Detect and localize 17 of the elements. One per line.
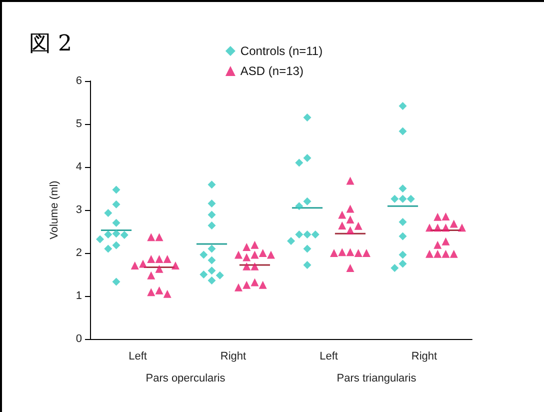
y-tick-label: 0	[76, 333, 82, 345]
y-axis-title: Volume (ml)	[48, 180, 60, 240]
y-tick-label: 3	[76, 204, 82, 216]
x-tick-label: Right	[411, 350, 438, 362]
x-tick-label: Left	[320, 350, 338, 362]
x-tick-label: Left	[128, 350, 147, 362]
y-tick-label: 1	[76, 290, 82, 302]
chart-title: 図 2	[29, 32, 72, 56]
legend-label: ASD (n=13)	[240, 64, 304, 78]
legend-label: Controls (n=11)	[240, 44, 323, 58]
x-axis-title: Pars triangularis	[336, 372, 417, 384]
x-axis-title: Pars opercularis	[146, 372, 226, 384]
y-tick-label: 5	[76, 118, 82, 130]
y-tick-label: 4	[76, 161, 82, 173]
x-tick-label: Right	[220, 350, 246, 362]
y-tick-label: 2	[76, 247, 82, 259]
y-tick-label: 6	[76, 75, 82, 87]
